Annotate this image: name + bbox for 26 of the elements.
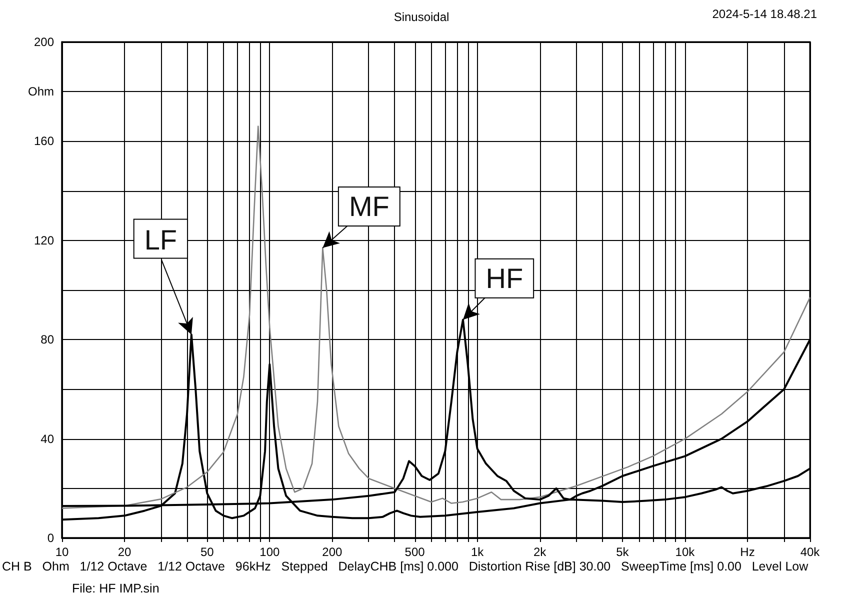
x-tick-label: 2k <box>533 545 548 559</box>
y-tick-label: Ohm <box>28 84 54 99</box>
y-tick-label: 120 <box>34 233 54 248</box>
text: CH B Ohm 1/12 Octave 1/12 Octave 96kHz Stepped DelayCHB [ms] 0.000 Distortion Rise [dB] 30.00 SweepTime [ms] 0.00 Level Low <box>2 560 810 574</box>
y-tick-label: 200 <box>34 35 54 49</box>
x-tick-label: 5k <box>616 545 630 559</box>
x-tick-label: 500 <box>404 545 426 559</box>
x-tick-label: 50 <box>200 545 214 559</box>
x-tick-label: 200 <box>322 545 343 559</box>
x-tick-label: 40k <box>800 545 821 559</box>
x-tick-label: 1k <box>470 545 485 559</box>
y-tick-label: 160 <box>34 134 54 148</box>
text: File: HF IMP.sin <box>72 582 160 596</box>
text: 2024-5-14 18.48.21 <box>712 7 818 21</box>
x-tick-label: Hz <box>740 545 755 559</box>
annotation: HF <box>486 262 524 294</box>
x-tick-label: 10k <box>675 545 696 559</box>
annotation: LF <box>144 224 178 256</box>
annotation: MF <box>348 191 390 222</box>
x-tick-label: 100 <box>260 545 280 559</box>
x-tick-label: 20 <box>118 545 132 559</box>
y-tick-label: 40 <box>40 432 54 446</box>
x-tick-label: 10 <box>55 545 69 559</box>
y-tick-label: 80 <box>40 332 54 347</box>
y-tick-label: 0 <box>47 531 54 545</box>
chart-title: Sinusoidal <box>394 10 450 24</box>
